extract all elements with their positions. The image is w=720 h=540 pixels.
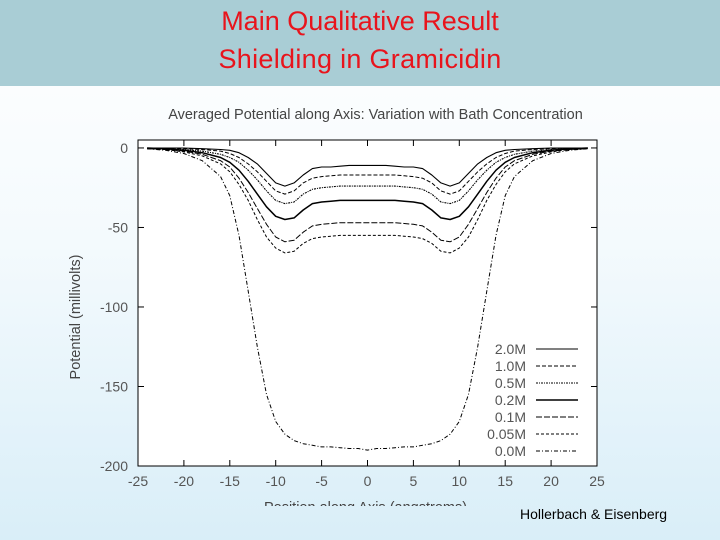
chart-title: Averaged Potential along Axis: Variation…: [168, 107, 583, 123]
x-tick-label: 0: [364, 473, 372, 489]
legend-label: 0.0M: [495, 443, 526, 459]
x-axis-label: Position along Axis (angstroms): [264, 500, 467, 506]
x-tick-label: 10: [452, 473, 468, 489]
slide-header: Main Qualitative Result Shielding in Gra…: [0, 0, 720, 86]
series-line: [147, 148, 588, 451]
plot-frame: [137, 139, 598, 467]
legend-label: 0.05M: [487, 426, 526, 442]
series-line: [147, 148, 588, 254]
x-tick-label: -5: [315, 473, 328, 489]
series-line: [147, 147, 588, 187]
chart-root: Averaged Potential along Axis: Variation…: [68, 107, 605, 506]
y-axis-label: Potential (millivolts): [68, 255, 84, 380]
y-tick-label: -50: [108, 219, 128, 235]
x-tick-label: 5: [410, 473, 418, 489]
legend-label: 0.5M: [495, 375, 526, 391]
y-tick-label: -200: [100, 458, 128, 474]
legend-label: 0.1M: [495, 409, 526, 425]
y-tick-label: -150: [100, 378, 128, 394]
x-tick-label: -10: [266, 473, 286, 489]
x-tick-label: 20: [543, 473, 559, 489]
series-line: [147, 147, 588, 195]
legend-label: 1.0M: [495, 358, 526, 374]
slide-title-line2: Shielding in Gramicidin: [218, 44, 502, 74]
legend-label: 2.0M: [495, 341, 526, 357]
x-tick-label: -25: [128, 473, 148, 489]
x-tick-label: -20: [174, 473, 194, 489]
x-tick-label: 25: [589, 473, 605, 489]
potential-chart: Averaged Potential along Axis: Variation…: [68, 107, 605, 506]
credit-text: Hollerbach & Eisenberg: [520, 506, 668, 522]
series-line: [147, 147, 588, 205]
slide-title-line1: Main Qualitative Result: [221, 6, 499, 36]
series-line: [147, 147, 588, 221]
x-tick-label: 15: [497, 473, 513, 489]
y-tick-label: 0: [120, 140, 128, 156]
series-line: [147, 148, 588, 243]
y-tick-label: -100: [100, 299, 128, 315]
legend-label: 0.2M: [495, 392, 526, 408]
x-tick-label: -15: [220, 473, 240, 489]
